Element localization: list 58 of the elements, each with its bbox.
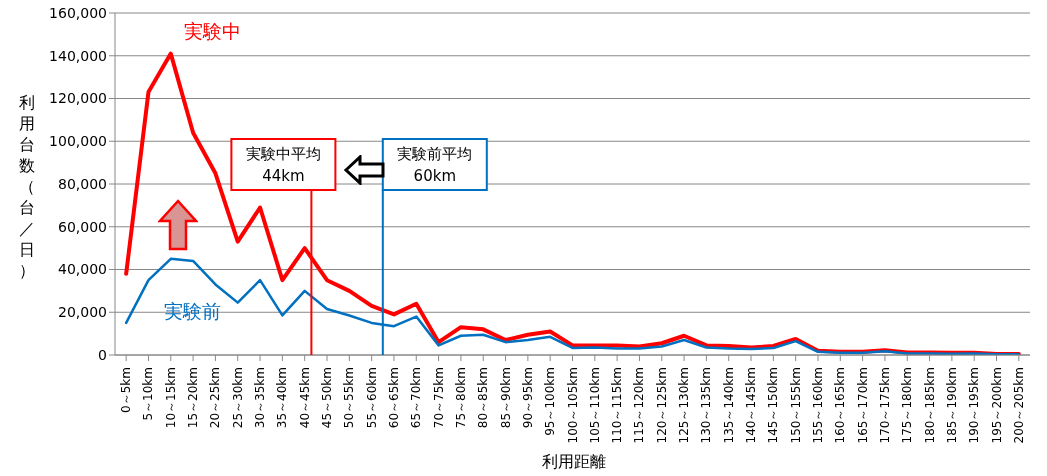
annotation: 実験前平均 60km: [397, 145, 473, 185]
y-tick-label: 20,000: [58, 304, 107, 321]
callout: 実験中平均 44km: [230, 138, 337, 356]
x-tick-label: 75～80km: [453, 367, 468, 429]
x-tick-label: 40～45km: [297, 367, 312, 429]
x-tick-label: 80～85km: [476, 367, 491, 429]
x-tick-label: 180～185km: [922, 367, 937, 444]
x-tick-label: 0～5km: [119, 367, 134, 413]
x-tick-label: 145～150km: [766, 367, 781, 444]
x-tick-label: 130～135km: [699, 367, 714, 444]
x-tick-label: 15～20km: [186, 367, 201, 429]
x-tick-label: 35～40km: [275, 367, 290, 429]
x-tick-label: 170～175km: [877, 367, 892, 444]
x-tick-label: 55～60km: [364, 367, 379, 429]
y-tick-label: 0: [98, 346, 107, 363]
x-tick-label: 115～120km: [632, 367, 647, 444]
x-axis-title: 利用距離: [540, 452, 607, 473]
x-tick-label: 185～190km: [944, 367, 959, 444]
x-tick-label: 175～180km: [900, 367, 915, 444]
y-tick-label: 80,000: [58, 175, 107, 192]
y-tick-label: 60,000: [58, 218, 107, 235]
x-tick-label: 70～75km: [431, 367, 446, 429]
x-tick-label: 190～195km: [967, 367, 982, 444]
x-tick-label: 195～200km: [989, 367, 1004, 444]
x-tick-label: 25～30km: [230, 367, 245, 429]
x-tick-label: 135～140km: [721, 367, 736, 444]
x-tick-label: 160～165km: [833, 367, 848, 444]
callout: 実験前平均 60km: [381, 138, 488, 356]
x-tick-label: 30～35km: [253, 367, 268, 429]
x-tick-label: 60～65km: [386, 367, 401, 429]
series-label: 実験中: [183, 20, 241, 42]
text: 利用台数（台／日）: [19, 93, 35, 280]
x-tick-label: 120～125km: [654, 367, 669, 444]
y-tick-label: 120,000: [49, 90, 107, 107]
x-tick-label: 150～155km: [788, 367, 803, 444]
y-tick-label: 40,000: [58, 261, 107, 278]
annotation: 実験中平均 44km: [245, 145, 321, 185]
x-tick-label: 5～10km: [141, 367, 156, 421]
x-tick-label: 50～55km: [342, 367, 357, 429]
x-tick-label: 65～70km: [409, 367, 424, 429]
x-tick-label: 155～160km: [810, 367, 825, 444]
y-tick-label: 100,000: [49, 133, 107, 150]
y-tick-label: 160,000: [49, 4, 107, 21]
x-tick-label: 20～25km: [208, 367, 223, 429]
x-tick-label: 140～145km: [744, 367, 759, 444]
x-tick-label: 90～95km: [520, 367, 535, 429]
series-label: 実験前: [163, 300, 221, 322]
x-tick-label: 85～90km: [498, 367, 513, 429]
x-tick-label: 95～100km: [543, 367, 558, 436]
y-tick-label: 140,000: [49, 47, 107, 64]
x-tick-label: 165～170km: [855, 367, 870, 444]
x-tick-label: 110～115km: [610, 367, 625, 444]
x-tick-label: 100～105km: [565, 367, 580, 444]
x-tick-label: 45～50km: [320, 367, 335, 429]
x-tick-label: 10～15km: [163, 367, 178, 429]
x-tick-label: 105～110km: [587, 367, 602, 444]
x-tick-label: 200～205km: [1011, 367, 1026, 444]
x-tick-label: 125～130km: [677, 367, 692, 444]
